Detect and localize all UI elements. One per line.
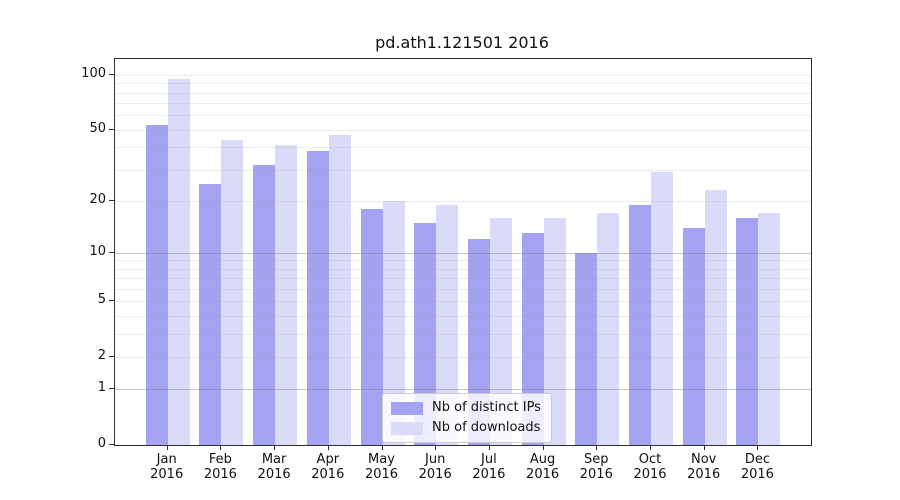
x-tick-mark-dec (757, 445, 759, 450)
gridlines-layer (115, 59, 811, 445)
x-tick-label-nov: Nov 2016 (687, 452, 721, 482)
x-tick-mark-may (381, 445, 383, 450)
gridline-30 (115, 169, 811, 171)
bar-downloads-dec (758, 213, 781, 445)
y-tick-label-5: 5 (97, 292, 106, 308)
gridline-100 (115, 74, 811, 76)
gridline-9 (115, 260, 811, 262)
gridline-2 (115, 356, 811, 358)
gridline-40 (115, 147, 811, 149)
x-tick-label-jul: Jul 2016 (472, 452, 506, 482)
gridline-1 (115, 389, 811, 391)
x-tick-label-feb: Feb 2016 (203, 452, 237, 482)
x-tick-mark-aug (542, 445, 544, 450)
bar-downloads-nov (704, 190, 727, 445)
gridline-80 (115, 92, 811, 94)
plot-area: Nb of distinct IPs Nb of downloads (114, 58, 812, 446)
x-tick-label-sep: Sep 2016 (579, 452, 613, 482)
bar-downloads-jul (489, 217, 512, 445)
legend-label-downloads: Nb of downloads (432, 420, 541, 435)
gridline-50 (115, 129, 811, 131)
x-tick-mark-oct (650, 445, 651, 450)
x-tick-label-may: May 2016 (364, 452, 399, 482)
y-tick-mark-100 (109, 73, 114, 75)
gridline-3 (115, 333, 811, 335)
gridline-4 (115, 315, 811, 317)
y-tick-mark-10 (109, 251, 114, 253)
y-tick-label-1: 1 (97, 380, 106, 396)
x-tick-mark-apr (327, 445, 329, 450)
y-tick-label-2: 2 (97, 347, 106, 363)
chart-title: pd.ath1.121501 2016 (375, 33, 549, 52)
bar-downloads-apr (328, 134, 351, 445)
legend-swatch-downloads (391, 421, 423, 435)
x-tick-mark-mar (274, 445, 276, 450)
y-tick-mark-2 (109, 355, 114, 357)
bar-distinct-ips-oct (629, 204, 651, 445)
bar-downloads-oct (651, 172, 673, 445)
bar-downloads-aug (543, 217, 566, 445)
x-tick-mark-sep (596, 445, 598, 450)
y-tick-mark-5 (109, 300, 114, 302)
y-tick-label-10: 10 (89, 243, 106, 259)
x-tick-label-mar: Mar 2016 (257, 452, 291, 482)
y-tick-mark-1 (109, 388, 114, 390)
gridline-70 (115, 103, 811, 105)
x-tick-label-dec: Dec 2016 (740, 452, 774, 482)
y-tick-label-20: 20 (89, 191, 106, 207)
bar-downloads-may (382, 200, 405, 445)
legend-label-distinct-ips: Nb of distinct IPs (432, 400, 541, 415)
x-tick-label-jan: Jan 2016 (150, 452, 184, 482)
bar-distinct-ips-jan (145, 125, 168, 445)
gridline-90 (115, 83, 811, 85)
x-tick-mark-jan (166, 445, 168, 450)
bar-downloads-jan (167, 79, 190, 445)
bar-downloads-feb (221, 139, 244, 445)
bar-distinct-ips-may (360, 208, 383, 445)
bar-distinct-ips-mar (253, 164, 276, 445)
gridline-7 (115, 278, 811, 280)
x-tick-label-oct: Oct 2016 (633, 452, 667, 482)
bar-distinct-ips-dec (736, 217, 759, 445)
gridline-60 (115, 115, 811, 117)
gridline-5 (115, 301, 811, 303)
bar-downloads-mar (275, 145, 298, 445)
bar-distinct-ips-feb (199, 183, 222, 445)
bar-distinct-ips-nov (682, 227, 705, 445)
bar-distinct-ips-jun (414, 222, 437, 445)
gridline-6 (115, 288, 811, 290)
legend-item-distinct-ips: Nb of distinct IPs (391, 400, 541, 416)
bar-downloads-sep (597, 213, 620, 445)
bar-distinct-ips-apr (306, 151, 329, 445)
x-tick-mark-jul (488, 445, 490, 450)
x-tick-label-aug: Aug 2016 (526, 452, 560, 482)
y-tick-mark-50 (109, 128, 114, 130)
x-tick-mark-jun (435, 445, 437, 450)
legend-item-downloads: Nb of downloads (391, 420, 541, 436)
y-tick-label-100: 100 (81, 65, 106, 81)
x-tick-label-apr: Apr 2016 (311, 452, 345, 482)
legend: Nb of distinct IPs Nb of downloads (382, 393, 552, 443)
y-tick-mark-20 (109, 199, 114, 201)
y-tick-label-0: 0 (97, 436, 106, 451)
bar-downloads-jun (436, 204, 459, 445)
bar-distinct-ips-sep (575, 252, 598, 445)
gridline-20 (115, 200, 811, 202)
y-tick-mark-0 (109, 444, 114, 445)
x-tick-mark-feb (220, 445, 222, 450)
gridline-8 (115, 268, 811, 270)
x-tick-mark-nov (703, 445, 705, 450)
legend-swatch-distinct-ips (391, 401, 423, 415)
bar-distinct-ips-aug (521, 233, 544, 445)
x-tick-label-jun: Jun 2016 (418, 452, 452, 482)
gridline-10 (115, 252, 811, 254)
y-tick-label-50: 50 (89, 120, 106, 136)
